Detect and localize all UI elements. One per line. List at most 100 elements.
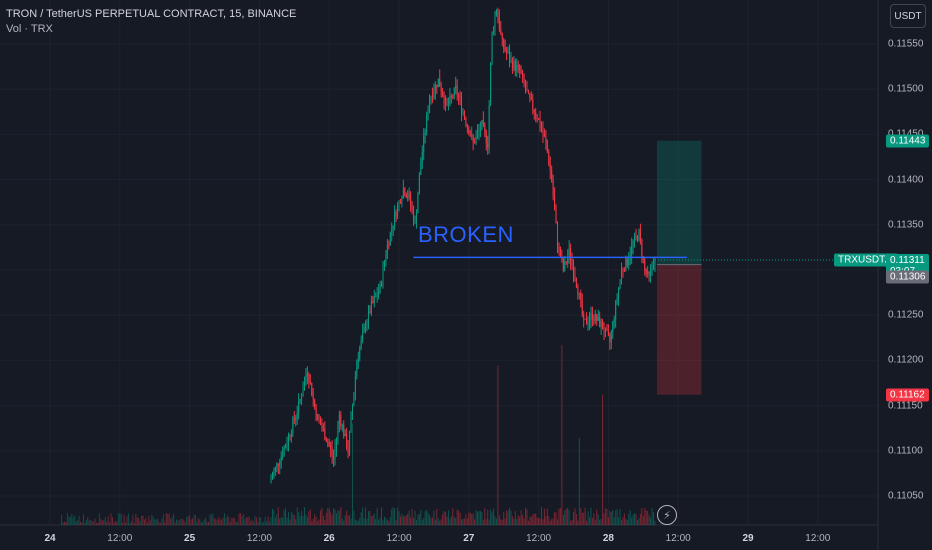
volume-bar	[130, 521, 132, 525]
candle-body	[276, 463, 278, 468]
volume-bar	[174, 522, 176, 525]
candle-body	[479, 129, 481, 131]
volume-bar	[318, 519, 320, 525]
volume-bar	[398, 511, 400, 525]
time-tick-label: 28	[602, 533, 614, 544]
volume-bar	[638, 518, 640, 525]
volume-bar	[612, 510, 614, 525]
candle-body	[590, 313, 592, 320]
time-tick-label: 12:00	[526, 533, 552, 544]
volume-bar	[62, 522, 64, 525]
candle-body	[616, 298, 618, 302]
candle-body	[440, 86, 442, 93]
candle-body	[404, 188, 406, 196]
volume-bar	[223, 513, 226, 525]
candle-body	[295, 417, 297, 420]
volume-bar	[632, 514, 634, 525]
candle-body	[287, 436, 289, 445]
candle-body	[389, 232, 391, 246]
volume-bar	[587, 511, 589, 525]
candle-body	[308, 373, 310, 383]
volume-bar	[543, 508, 545, 525]
volume-bar	[424, 511, 426, 525]
volume-bar	[107, 515, 109, 525]
volume-bar	[458, 510, 460, 525]
candle-body	[439, 78, 441, 87]
candle-body	[540, 127, 543, 131]
volume-bar	[314, 514, 316, 525]
candle-body	[596, 313, 598, 321]
candle-body	[303, 380, 305, 391]
volume-bar	[565, 508, 567, 525]
candle-body	[335, 437, 337, 449]
candle-body	[555, 209, 557, 224]
price-tick-label: 0.11350	[888, 219, 924, 231]
currency-button[interactable]: USDT	[890, 4, 926, 28]
volume-bar	[206, 521, 208, 525]
candle-body	[570, 248, 572, 261]
volume-bar	[122, 522, 124, 525]
candle-body	[431, 96, 433, 98]
volume-bar	[607, 517, 609, 525]
volume-bar	[631, 517, 633, 525]
volume-bar	[420, 509, 422, 525]
volume-bar	[620, 520, 622, 525]
volume-bar	[381, 507, 383, 525]
volume-bar	[392, 507, 394, 525]
volume-bar	[526, 509, 528, 525]
volume-bar	[443, 511, 445, 525]
volume-bar	[218, 517, 220, 525]
candle-body	[309, 382, 311, 384]
volume-bar	[178, 520, 180, 525]
candle-body	[535, 112, 537, 117]
candle-body	[558, 246, 560, 248]
time-tick-label: 29	[742, 533, 754, 544]
volume-bar	[616, 509, 618, 525]
candle-body	[652, 265, 654, 268]
lightning-icon[interactable]: ⚡	[657, 505, 677, 525]
volume-bar	[194, 514, 196, 525]
candle-body	[529, 93, 531, 99]
volume-bar	[81, 522, 83, 525]
volume-bar	[158, 521, 160, 525]
volume-bar	[645, 510, 647, 525]
candle-body	[341, 424, 343, 426]
volume-bar	[399, 516, 401, 525]
volume-bar	[477, 511, 479, 525]
volume-bar	[431, 517, 433, 525]
volume-bar	[341, 518, 343, 525]
symbol-price-tag: TRXUSDT.P	[834, 253, 898, 267]
volume-bar	[347, 515, 349, 525]
candle-body	[375, 295, 377, 297]
volume-bar	[578, 438, 580, 525]
candle-body	[504, 47, 506, 51]
volume-bar	[229, 521, 231, 525]
volume-bar	[389, 516, 391, 525]
volume-bar	[187, 516, 189, 525]
candle-body	[494, 15, 496, 29]
volume-bar	[561, 345, 563, 525]
volume-bar	[138, 518, 140, 525]
candle-body	[477, 132, 479, 136]
candle-body	[325, 439, 327, 442]
candle-body	[543, 134, 545, 137]
volume-bar	[447, 510, 449, 525]
candle-body	[474, 142, 476, 144]
volume-bar	[652, 512, 654, 525]
volume-bar	[385, 517, 387, 525]
volume-bar	[375, 519, 377, 525]
volume-bar	[434, 519, 436, 525]
candle-body	[415, 213, 417, 222]
volume-bar	[139, 521, 141, 525]
candle-body	[495, 10, 497, 16]
candle-body	[372, 301, 374, 303]
candle-body	[602, 320, 604, 330]
volume-bar	[261, 522, 263, 525]
candle-body	[607, 331, 609, 335]
candle-body	[447, 104, 449, 106]
candle-body	[603, 329, 605, 333]
volume-bar	[648, 515, 650, 525]
candle-body	[395, 211, 397, 217]
volume-bar	[123, 514, 125, 525]
